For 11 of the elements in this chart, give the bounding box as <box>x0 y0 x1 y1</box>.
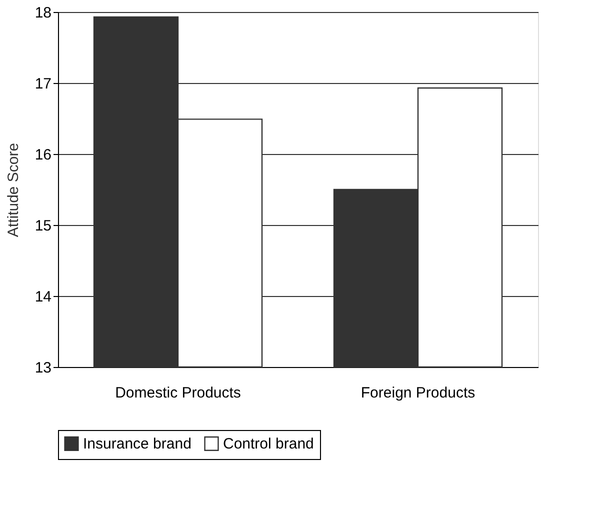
legend-label: Insurance brand <box>83 436 192 453</box>
y-tick-label: 16 <box>34 146 52 164</box>
y-tick-label: 14 <box>34 288 52 306</box>
y-tick-label: 15 <box>34 218 52 234</box>
y-axis-title: Attitude Score <box>4 142 22 238</box>
y-tick-label: 13 <box>34 360 52 376</box>
x-tick-label: Domestic Products <box>115 384 241 402</box>
legend-label: Control brand <box>223 436 314 453</box>
x-tick-label: Foreign Products <box>360 384 476 402</box>
y-tick-label: 18 <box>34 4 52 22</box>
y-tick-label: 17 <box>34 76 52 92</box>
